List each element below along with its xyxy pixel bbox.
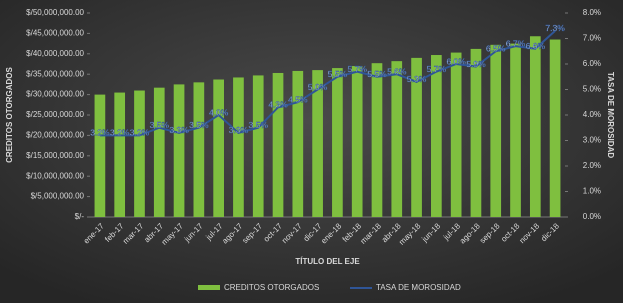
bar: [332, 68, 343, 217]
bar: [94, 94, 106, 217]
y-tick-label: $/45,000,000.00: [26, 29, 84, 38]
bar: [450, 52, 462, 217]
y-tick-label: $/15,000,000.00: [26, 151, 84, 160]
y-tick-label: $/5,000,000.00: [31, 192, 85, 201]
bar: [470, 48, 482, 218]
bar: [233, 77, 244, 218]
bar: [134, 90, 145, 217]
y2-tick-label: 0.0%: [583, 212, 601, 221]
legend-label: CREDITOS OTORGADOS: [224, 283, 319, 292]
y2-tick-label: 3.0%: [583, 136, 601, 145]
bar: [153, 87, 165, 217]
y-tick-label: $/30,000,000.00: [26, 90, 84, 99]
data-label: 5.7%: [348, 64, 368, 74]
y-tick-label: $/50,000,000.00: [26, 8, 84, 17]
x-axis-title: TÍTULO DEL EJE: [295, 257, 360, 266]
y-tick-label: $/10,000,000.00: [26, 171, 84, 180]
data-label: 3.3%: [229, 125, 249, 135]
data-label: 5.9%: [466, 59, 486, 69]
data-label: 7.3%: [545, 23, 565, 33]
bar: [490, 44, 502, 217]
data-label: 4.5%: [288, 95, 308, 105]
data-label: 3.5%: [150, 120, 170, 130]
y2-tick-label: 7.0%: [583, 34, 601, 43]
y-tick-label: $/35,000,000.00: [26, 69, 84, 78]
y2-tick-label: 5.0%: [583, 85, 601, 94]
data-label: 6.5%: [486, 44, 506, 54]
data-label: 5.6%: [387, 66, 407, 76]
data-label: 3.5%: [249, 120, 269, 130]
data-label: 5.0%: [308, 82, 328, 92]
bar: [431, 55, 442, 217]
bar: [114, 92, 126, 217]
y-axis-title: CREDITOS OTORGADOS: [5, 66, 14, 162]
legend-label: TASA DE MOROSIDAD: [376, 283, 461, 292]
data-label: 3.5%: [189, 120, 209, 130]
bar: [411, 57, 422, 217]
bar: [391, 61, 403, 218]
y-tick-label: $/40,000,000.00: [26, 49, 84, 58]
bar: [351, 66, 363, 217]
data-label: 3.2%: [90, 128, 110, 138]
data-label: 6.0%: [446, 56, 466, 66]
data-label: 5.5%: [367, 69, 387, 79]
bar: [292, 70, 304, 217]
y2-tick-label: 6.0%: [583, 59, 601, 68]
data-label: 3.3%: [169, 125, 189, 135]
data-label: 5.7%: [427, 64, 447, 74]
bar: [272, 72, 284, 217]
data-label: 5.5%: [328, 69, 348, 79]
y2-tick-label: 8.0%: [583, 8, 601, 17]
y2-tick-label: 1.0%: [583, 187, 601, 196]
bar: [252, 75, 264, 217]
data-label: 3.2%: [130, 128, 150, 138]
bar: [173, 84, 185, 218]
bar: [312, 70, 323, 218]
bar: [213, 79, 224, 217]
bar: [529, 36, 541, 218]
bar: [549, 39, 561, 217]
data-label: 5.3%: [407, 74, 427, 84]
y2-tick-label: 4.0%: [583, 110, 601, 119]
y-tick-label: $/25,000,000.00: [26, 110, 84, 119]
bar: [371, 63, 383, 218]
bar: [510, 43, 521, 217]
y-tick-label: $/-: [75, 212, 85, 221]
data-label: 6.6%: [526, 41, 546, 51]
bar: [193, 82, 205, 217]
y2-axis-title: TASA DE MOROSIDAD: [606, 72, 615, 158]
data-label: 4.0%: [209, 107, 229, 117]
y-tick-label: $/20,000,000.00: [26, 131, 84, 140]
y2-tick-label: 2.0%: [583, 161, 601, 170]
legend-swatch: [198, 285, 220, 290]
data-label: 4.3%: [268, 100, 288, 110]
line: [99, 30, 556, 137]
data-label: 3.2%: [110, 128, 130, 138]
data-label: 6.7%: [506, 38, 526, 48]
